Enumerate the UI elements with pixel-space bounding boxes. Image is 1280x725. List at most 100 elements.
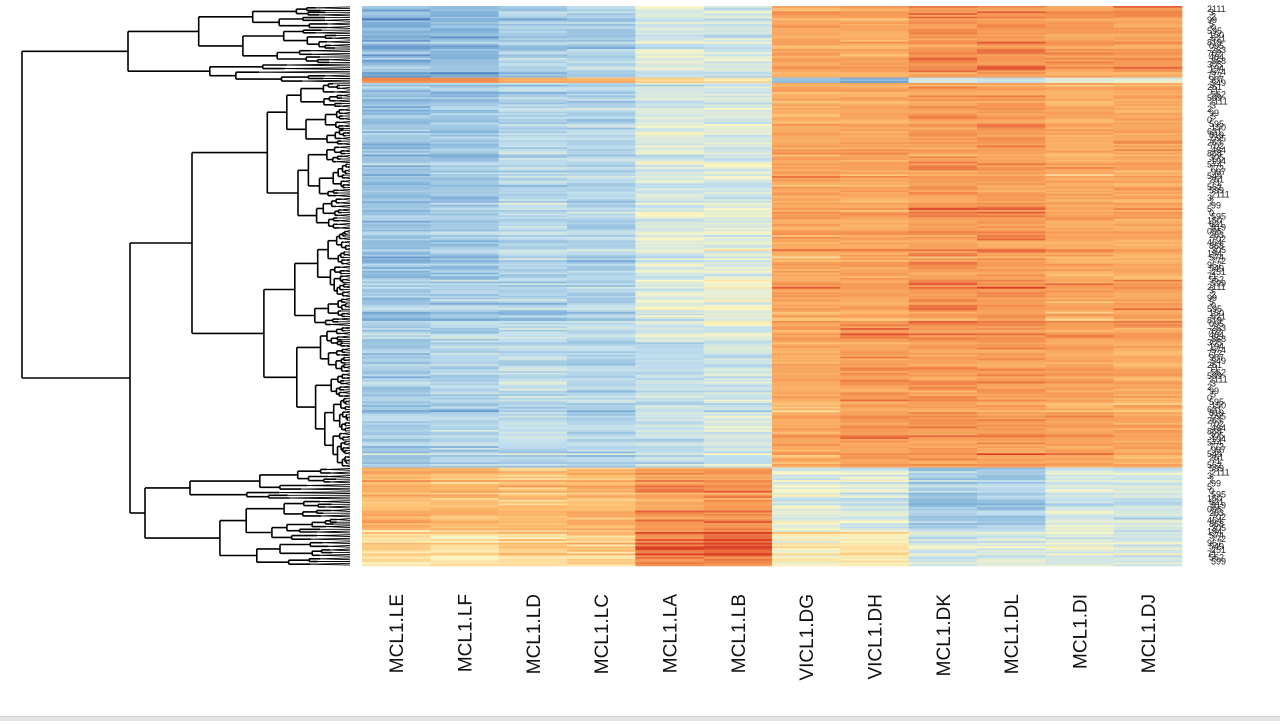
- heatmap-cell: [840, 120, 909, 123]
- row-label: 819: [1209, 408, 1224, 418]
- heatmap-cell: [635, 363, 704, 366]
- heatmap-cell: [567, 66, 636, 69]
- heatmap-cell: [908, 365, 978, 368]
- heatmap-cell: [430, 29, 499, 32]
- heatmap-cell: [1045, 288, 1114, 291]
- heatmap-cell: [1045, 245, 1114, 248]
- heatmap-cell: [1113, 489, 1183, 492]
- heatmap-cell: [498, 430, 568, 433]
- heatmap-cell: [772, 70, 841, 73]
- heatmap-cell: [498, 315, 568, 318]
- heatmap-cell: [772, 285, 841, 288]
- heatmap-cell: [908, 61, 978, 64]
- heatmap-cell: [498, 14, 568, 18]
- heatmap-cell: [362, 472, 431, 476]
- heatmap-cell: [908, 213, 978, 216]
- column-label: MCL1.DI: [1071, 594, 1092, 669]
- heatmap-cell: [362, 290, 431, 293]
- heatmap-cell: [772, 242, 841, 245]
- heatmap-cell: [977, 145, 1046, 148]
- heatmap-cell: [635, 542, 704, 545]
- heatmap-cell: [635, 181, 704, 184]
- heatmap-cell: [430, 260, 499, 263]
- dendrogram-branch: [341, 392, 351, 394]
- heatmap-cell: [1113, 505, 1183, 508]
- heatmap-cell: [635, 215, 704, 218]
- heatmap-cell: [362, 508, 431, 511]
- dendrogram-branch: [327, 41, 351, 44]
- heatmap-cell: [772, 7, 841, 10]
- heatmap-cell: [977, 322, 1046, 325]
- heatmap-cell: [567, 510, 636, 513]
- heatmap-cell: [362, 415, 431, 418]
- row-label: 194: [1207, 249, 1222, 259]
- dendrogram-branch: [342, 433, 351, 435]
- heatmap-cell: [908, 50, 978, 53]
- row-label: 2: [1211, 289, 1216, 299]
- row-label: 464: [1207, 238, 1222, 248]
- heatmap-cell: [977, 460, 1046, 463]
- heatmap-cell: [362, 535, 431, 538]
- dendrogram-branch: [335, 205, 351, 208]
- heatmap-cell: [430, 544, 499, 547]
- heatmap-cell: [567, 100, 636, 103]
- heatmap-cell: [840, 442, 909, 445]
- heatmap-cell: [635, 125, 704, 128]
- heatmap-cell: [977, 455, 1046, 458]
- heatmap-cell: [635, 537, 704, 540]
- heatmap-cell: [567, 313, 636, 316]
- heatmap-cell: [1113, 251, 1183, 254]
- heatmap-cell: [430, 322, 499, 325]
- heatmap-cell: [703, 354, 773, 357]
- heatmap-cell: [430, 401, 499, 404]
- heatmap-cell: [1113, 379, 1183, 383]
- row-label: 194: [1209, 341, 1224, 351]
- heatmap-cell: [498, 245, 568, 248]
- heatmap-cell: [772, 22, 841, 25]
- heatmap-cell: [977, 401, 1046, 404]
- heatmap-cell: [772, 447, 841, 451]
- heatmap-cell: [498, 535, 568, 538]
- heatmap-cell: [772, 451, 841, 454]
- heatmap-cells: [362, 6, 1183, 567]
- heatmap-cell: [1113, 313, 1183, 316]
- heatmap-cell: [430, 31, 499, 34]
- heatmap-cell: [362, 362, 431, 365]
- dendrogram-branch: [340, 87, 351, 90]
- row-label: 095: [1209, 319, 1224, 329]
- heatmap-cell: [362, 65, 431, 68]
- heatmap-cell: [840, 394, 909, 397]
- heatmap-cell: [567, 174, 636, 177]
- heatmap-cell: [977, 544, 1046, 547]
- heatmap-cell: [977, 376, 1046, 379]
- heatmap-cell: [908, 120, 978, 123]
- heatmap-cell: [1113, 295, 1183, 298]
- heatmap-cell: [430, 267, 499, 270]
- heatmap-cell: [703, 65, 773, 68]
- heatmap-cell: [1045, 471, 1114, 474]
- heatmap-cell: [430, 143, 499, 146]
- heatmap-cell: [498, 388, 568, 391]
- heatmap-cell: [635, 501, 704, 504]
- heatmap-cell: [908, 528, 978, 531]
- heatmap-cell: [840, 240, 909, 243]
- row-label: 3: [1211, 100, 1216, 110]
- heatmap-cell: [840, 379, 909, 383]
- heatmap-cell: [840, 211, 909, 214]
- heatmap-cell: [430, 555, 499, 558]
- heatmap-cell: [1045, 456, 1114, 459]
- heatmap-cell: [567, 206, 636, 209]
- heatmap-cell: [1045, 258, 1114, 261]
- heatmap-cell: [977, 347, 1046, 350]
- heatmap-cell: [908, 474, 978, 477]
- heatmap-cell: [1045, 231, 1114, 234]
- heatmap-cell: [498, 283, 568, 286]
- heatmap-cell: [908, 20, 978, 23]
- heatmap-cell: [635, 109, 704, 112]
- heatmap-cell: [772, 209, 841, 213]
- heatmap-cell: [1113, 68, 1183, 71]
- heatmap-cell: [362, 310, 431, 313]
- heatmap-cell: [498, 426, 568, 429]
- heatmap-cell: [840, 113, 909, 116]
- heatmap-cell: [908, 338, 978, 341]
